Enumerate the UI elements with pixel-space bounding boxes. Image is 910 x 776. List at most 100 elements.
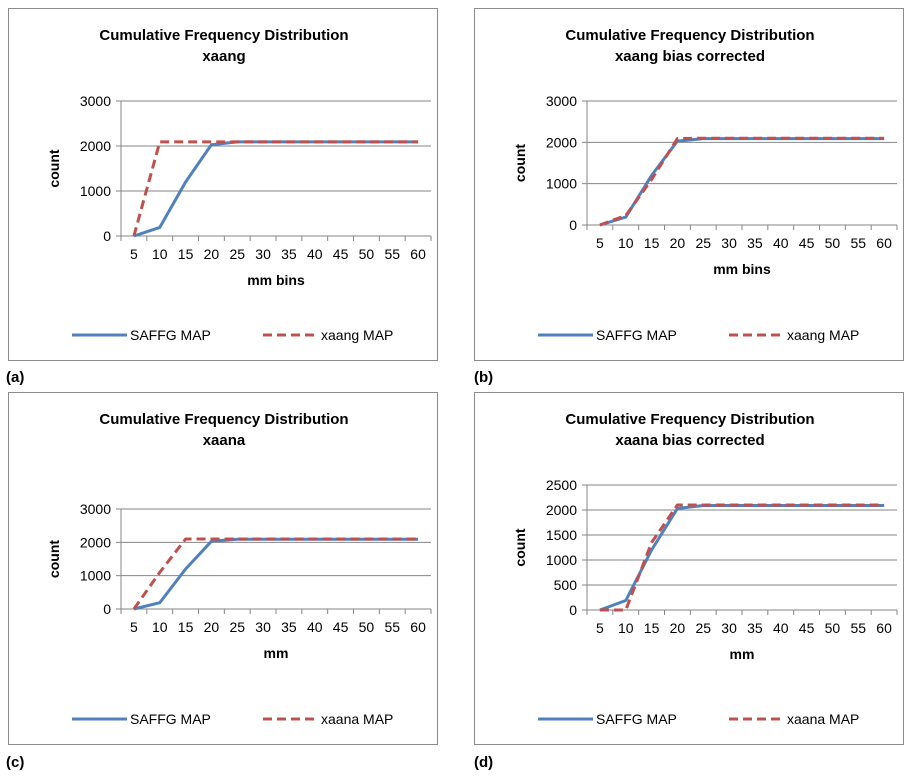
x-tick-label: 15 [178, 619, 194, 635]
chart-svg-a: Cumulative Frequency Distribution xaang 0 1… [46, 27, 432, 343]
y-tick-label: 0 [569, 217, 577, 233]
x-tick-label: 60 [876, 620, 892, 636]
panel-tag-c: (c) [6, 754, 25, 771]
legend-label-saffg: SAFFG MAP [596, 711, 677, 727]
x-tick-label: 30 [721, 235, 737, 251]
x-tick-label: 5 [130, 246, 138, 262]
y-tick-label: 1000 [546, 176, 577, 192]
x-tick-label: 5 [596, 620, 604, 636]
series-line-saffg [599, 504, 885, 612]
x-tick-label: 45 [799, 620, 815, 636]
legend-label-map: xaana MAP [787, 711, 859, 727]
x-axis-title: mm bins [247, 272, 305, 288]
y-axis-title: count [512, 144, 528, 182]
x-tick-label: 30 [255, 246, 271, 262]
y-tick-label: 2000 [80, 534, 111, 550]
x-tick-label: 50 [359, 619, 375, 635]
x-tick-label: 20 [204, 246, 220, 262]
y-tick-label: 3000 [80, 501, 111, 517]
x-tick-label: 45 [333, 246, 349, 262]
chart-panel-c: Cumulative Frequency Distribution xaana 0 1… [8, 392, 438, 745]
legend-label-map: xaang MAP [321, 327, 393, 343]
x-tick-label: 10 [618, 235, 634, 251]
y-axis-title: count [46, 540, 62, 578]
y-tick-label: 2000 [80, 138, 111, 154]
x-tick-label: 10 [618, 620, 634, 636]
y-tick-label: 2000 [546, 502, 577, 518]
x-tick-label: 25 [695, 235, 711, 251]
chart-title-line-0: Cumulative Frequency Distribution [99, 27, 348, 44]
x-tick-label: 20 [204, 619, 220, 635]
x-tick-label: 5 [596, 235, 604, 251]
x-tick-label: 40 [307, 246, 323, 262]
x-axis-title: mm [730, 646, 755, 662]
chart-title-line-0: Cumulative Frequency Distribution [99, 411, 348, 428]
y-axis-title: count [46, 149, 62, 187]
legend-label-map: xaang MAP [787, 327, 859, 343]
y-tick-label: 0 [103, 228, 111, 244]
x-tick-label: 10 [152, 619, 168, 635]
x-axis-title: mm bins [713, 261, 771, 277]
y-tick-label: 1000 [546, 552, 577, 568]
chart-title-line-1: xaang bias corrected [615, 48, 765, 65]
chart-title-line-1: xaana bias corrected [615, 432, 764, 449]
panel-tag-b: (b) [474, 369, 494, 386]
x-tick-label: 15 [644, 620, 660, 636]
x-tick-label: 30 [255, 619, 271, 635]
x-tick-label: 25 [695, 620, 711, 636]
x-tick-label: 35 [747, 235, 763, 251]
y-tick-label: 3000 [80, 93, 111, 109]
y-tick-label: 1500 [546, 527, 577, 543]
series-line-map [132, 140, 419, 237]
x-tick-label: 30 [721, 620, 737, 636]
legend-label-saffg: SAFFG MAP [130, 711, 211, 727]
series-line-saffg [599, 137, 885, 227]
x-tick-label: 50 [359, 246, 375, 262]
x-tick-label: 20 [670, 620, 686, 636]
y-tick-label: 2000 [546, 134, 577, 150]
chart-panel-b: Cumulative Frequency Distribution xaang b… [474, 8, 904, 361]
x-tick-label: 35 [281, 246, 297, 262]
y-tick-label: 1000 [80, 568, 111, 584]
y-tick-label: 1000 [80, 183, 111, 199]
y-tick-label: 0 [103, 601, 111, 617]
x-tick-label: 50 [825, 620, 841, 636]
x-tick-label: 55 [384, 619, 400, 635]
chart-title-line-1: xaang [202, 48, 245, 65]
x-tick-label: 15 [178, 246, 194, 262]
chart-svg-b: Cumulative Frequency Distribution xaang b… [512, 27, 898, 343]
x-axis-title: mm [264, 645, 289, 661]
x-tick-label: 50 [825, 235, 841, 251]
series-line-map [599, 503, 885, 612]
panel-tag-d: (d) [474, 754, 494, 771]
chart-title-line-1: xaana [203, 432, 246, 449]
x-tick-label: 60 [410, 246, 426, 262]
x-tick-label: 35 [747, 620, 763, 636]
x-tick-label: 55 [850, 235, 866, 251]
y-tick-label: 0 [569, 602, 577, 618]
x-tick-label: 40 [773, 235, 789, 251]
chart-title-line-0: Cumulative Frequency Distribution [565, 411, 814, 428]
legend-label-map: xaana MAP [321, 711, 393, 727]
y-axis-title: count [512, 528, 528, 566]
chart-svg-c: Cumulative Frequency Distribution xaana 0 1… [46, 411, 432, 727]
x-tick-label: 25 [229, 246, 245, 262]
series-line-saffg [133, 140, 419, 238]
x-tick-label: 40 [307, 619, 323, 635]
x-tick-label: 45 [333, 619, 349, 635]
series-line-map [132, 537, 419, 610]
x-tick-label: 55 [384, 246, 400, 262]
x-tick-label: 45 [799, 235, 815, 251]
x-tick-label: 5 [130, 619, 138, 635]
chart-panel-d: Cumulative Frequency Distribution xaana b… [474, 392, 904, 745]
x-tick-label: 60 [876, 235, 892, 251]
y-tick-label: 2500 [546, 477, 577, 493]
legend-label-saffg: SAFFG MAP [130, 327, 211, 343]
x-tick-label: 20 [670, 235, 686, 251]
x-tick-label: 35 [281, 619, 297, 635]
x-tick-label: 55 [850, 620, 866, 636]
x-tick-label: 40 [773, 620, 789, 636]
chart-panel-a: Cumulative Frequency Distribution xaang 0 1… [8, 8, 438, 361]
legend-label-saffg: SAFFG MAP [596, 327, 677, 343]
chart-svg-d: Cumulative Frequency Distribution xaana b… [512, 411, 898, 727]
